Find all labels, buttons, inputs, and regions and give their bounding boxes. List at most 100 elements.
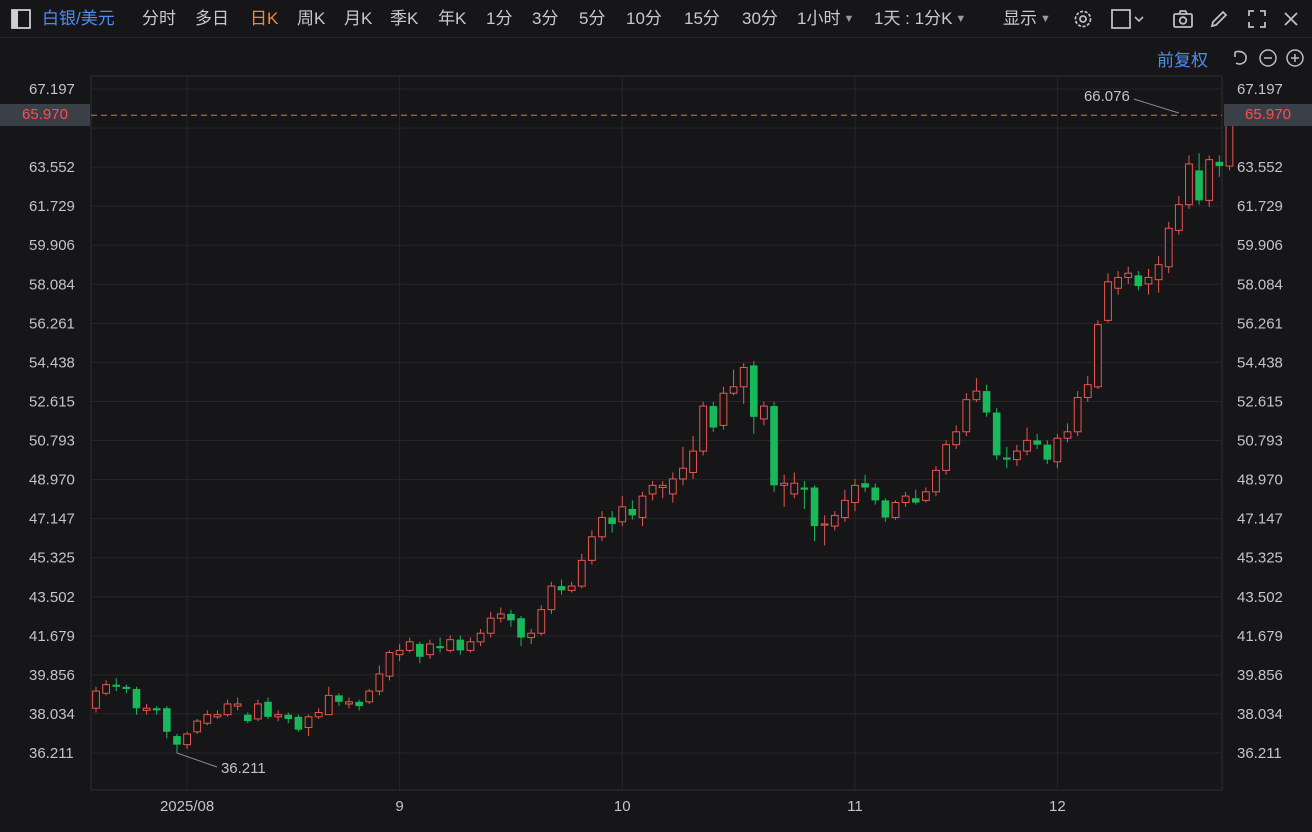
candle [618, 496, 627, 527]
candle-body [851, 484, 859, 504]
period-tab-6[interactable]: 年K [438, 9, 467, 28]
camera-icon[interactable] [1172, 8, 1194, 30]
period-tab-12[interactable]: 30分 [742, 9, 778, 28]
chart-axes: 67.197 67.197 63.552 63.552 61.729 61.729 59.9… [29, 81, 1283, 815]
candle [1053, 433, 1062, 469]
display-dropdown[interactable]: 显示 ▼ [1003, 0, 1051, 38]
adjust-mode-button[interactable]: 前复权 [1157, 51, 1208, 70]
candle-body [264, 701, 272, 717]
candle [1154, 256, 1163, 293]
candle [557, 579, 566, 595]
candle [112, 678, 121, 692]
close-icon[interactable] [1280, 8, 1302, 30]
chart-annotations: 66.076 36.211 [91, 88, 1222, 777]
candle [871, 483, 880, 505]
candle-body [527, 632, 536, 639]
candle-body [142, 707, 151, 711]
candle [1063, 423, 1072, 443]
candle-body [972, 390, 981, 401]
y-tick-label-left: 43.502 [29, 589, 75, 606]
y-tick-label-left: 59.906 [29, 237, 75, 254]
period-tab-0[interactable]: 分时 [142, 9, 176, 28]
candle-body [952, 431, 961, 446]
candle-body [881, 500, 890, 518]
candle [1104, 273, 1112, 323]
period-tab-8[interactable]: 3分 [532, 9, 559, 28]
period-tab-2[interactable]: 日K [250, 9, 279, 28]
candle [163, 706, 171, 739]
y-tick-label-left: 39.856 [29, 667, 75, 684]
candle-body [750, 365, 758, 417]
pencil-icon[interactable] [1208, 8, 1230, 30]
candle [760, 401, 768, 426]
hour-dropdown[interactable]: 1小时 ▼ [797, 0, 854, 38]
candle-body [628, 508, 637, 516]
candle-body [122, 686, 131, 689]
candle [173, 733, 181, 754]
candle-body [537, 609, 546, 634]
candle-body [456, 639, 465, 651]
candle-body [1144, 277, 1153, 285]
symbol-title[interactable]: 白银/美元 [42, 9, 115, 28]
candle-body [992, 412, 1001, 456]
candle-body [770, 406, 778, 486]
candle-body [395, 649, 404, 656]
gear-icon[interactable] [1072, 8, 1094, 30]
zoom-out-icon[interactable] [1258, 48, 1278, 68]
period-tab-5[interactable]: 季K [390, 9, 419, 28]
candle-body [729, 386, 738, 394]
candle-body [193, 720, 202, 733]
candle-body [1124, 272, 1133, 279]
period-tab-3[interactable]: 周K [297, 9, 326, 28]
candle [274, 710, 283, 722]
candle [466, 637, 475, 653]
x-tick-label: 11 [847, 798, 863, 815]
candle-body [345, 701, 353, 705]
candle-body [871, 487, 880, 501]
fullscreen-icon[interactable] [1246, 8, 1268, 30]
y-tick-label-right: 38.034 [1237, 706, 1283, 723]
chevron-down-icon: ▼ [1040, 13, 1051, 25]
period-tab-1[interactable]: 多日 [195, 9, 229, 28]
period-tab-9[interactable]: 5分 [579, 9, 606, 28]
reset-icon[interactable] [1230, 48, 1250, 68]
candle [507, 609, 515, 627]
candle [699, 401, 708, 456]
candle-body [598, 517, 606, 538]
y-tick-label-right: 48.970 [1237, 472, 1283, 489]
candle-body [587, 536, 596, 561]
candle-body [1013, 450, 1021, 461]
candle-body [760, 405, 768, 420]
candle [689, 436, 697, 479]
session-dropdown[interactable]: 1天 : 1分K ▼ [874, 0, 966, 38]
candle-body [355, 701, 363, 707]
candle [719, 386, 728, 430]
candle [1205, 155, 1214, 207]
layout-square-icon[interactable] [1110, 8, 1146, 30]
candle-body [1003, 457, 1011, 460]
sidebar-toggle-icon[interactable] [10, 8, 32, 30]
candle-body [163, 708, 171, 732]
period-tab-10[interactable]: 10分 [626, 9, 662, 28]
candle [1124, 266, 1133, 284]
candle [203, 710, 212, 726]
period-tab-4[interactable]: 月K [344, 9, 373, 28]
candle [608, 511, 616, 533]
y-tick-label-left: 45.325 [29, 550, 75, 567]
period-tab-7[interactable]: 1分 [486, 9, 513, 28]
candles [92, 113, 1234, 754]
period-tab-11[interactable]: 15分 [684, 9, 720, 28]
candle-body [911, 498, 920, 503]
candle [780, 474, 789, 507]
y-tick-label-right: 61.729 [1237, 198, 1283, 215]
candle [92, 686, 100, 713]
candle [598, 511, 606, 542]
candle [790, 472, 799, 499]
candle [1093, 320, 1102, 389]
candle [416, 641, 424, 664]
candle-body [233, 703, 242, 707]
candle [1134, 271, 1143, 291]
zoom-in-icon[interactable] [1285, 48, 1305, 68]
candle-body [780, 482, 789, 486]
